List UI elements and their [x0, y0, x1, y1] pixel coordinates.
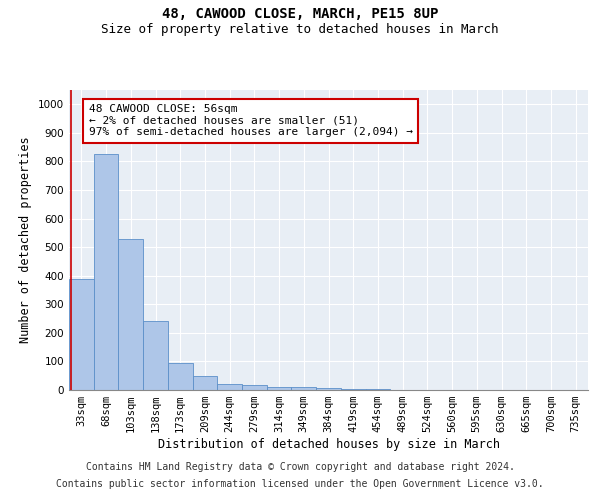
Bar — [143, 322, 168, 390]
Bar — [341, 389, 365, 390]
Bar — [267, 386, 292, 390]
Y-axis label: Number of detached properties: Number of detached properties — [19, 136, 32, 344]
Bar — [217, 384, 242, 390]
Text: Contains public sector information licensed under the Open Government Licence v3: Contains public sector information licen… — [56, 479, 544, 489]
Text: Size of property relative to detached houses in March: Size of property relative to detached ho… — [101, 22, 499, 36]
Bar — [118, 238, 143, 390]
Bar — [69, 278, 94, 390]
Bar — [242, 386, 267, 390]
Text: 48, CAWOOD CLOSE, MARCH, PE15 8UP: 48, CAWOOD CLOSE, MARCH, PE15 8UP — [162, 8, 438, 22]
X-axis label: Distribution of detached houses by size in March: Distribution of detached houses by size … — [157, 438, 499, 451]
Bar — [292, 387, 316, 390]
Bar — [316, 388, 341, 390]
Text: 48 CAWOOD CLOSE: 56sqm
← 2% of detached houses are smaller (51)
97% of semi-deta: 48 CAWOOD CLOSE: 56sqm ← 2% of detached … — [89, 104, 413, 138]
Bar — [94, 154, 118, 390]
Bar — [168, 363, 193, 390]
Text: Contains HM Land Registry data © Crown copyright and database right 2024.: Contains HM Land Registry data © Crown c… — [86, 462, 514, 472]
Bar — [193, 376, 217, 390]
